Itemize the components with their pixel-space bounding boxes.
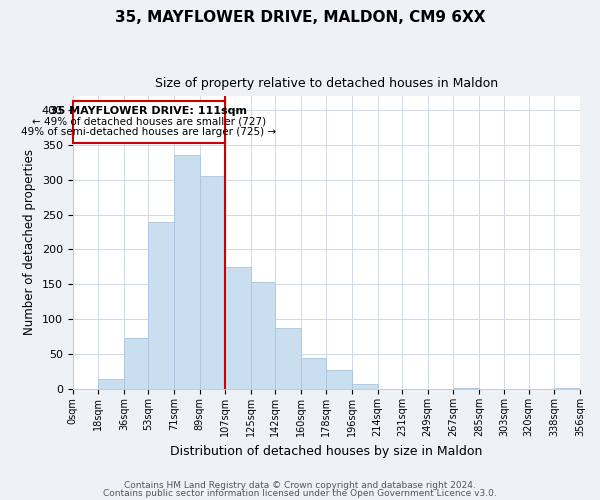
- Text: 35, MAYFLOWER DRIVE, MALDON, CM9 6XX: 35, MAYFLOWER DRIVE, MALDON, CM9 6XX: [115, 10, 485, 25]
- Text: ← 49% of detached houses are smaller (727): ← 49% of detached houses are smaller (72…: [32, 117, 266, 127]
- Bar: [124, 338, 148, 389]
- Bar: [148, 222, 174, 389]
- Title: Size of property relative to detached houses in Maldon: Size of property relative to detached ho…: [155, 78, 498, 90]
- Bar: [453, 388, 479, 389]
- Bar: [352, 384, 377, 389]
- Text: Contains HM Land Registry data © Crown copyright and database right 2024.: Contains HM Land Registry data © Crown c…: [124, 481, 476, 490]
- Text: 35 MAYFLOWER DRIVE: 111sqm: 35 MAYFLOWER DRIVE: 111sqm: [50, 106, 247, 117]
- Bar: [200, 176, 225, 389]
- FancyBboxPatch shape: [73, 100, 225, 144]
- Bar: [251, 282, 275, 389]
- Bar: [275, 328, 301, 389]
- Text: 49% of semi-detached houses are larger (725) →: 49% of semi-detached houses are larger (…: [22, 126, 277, 136]
- Text: Contains public sector information licensed under the Open Government Licence v3: Contains public sector information licen…: [103, 488, 497, 498]
- Bar: [326, 370, 352, 389]
- Bar: [554, 388, 580, 389]
- Bar: [174, 155, 200, 389]
- Y-axis label: Number of detached properties: Number of detached properties: [23, 150, 36, 336]
- Bar: [98, 378, 124, 389]
- Bar: [301, 358, 326, 389]
- Bar: [225, 267, 251, 389]
- X-axis label: Distribution of detached houses by size in Maldon: Distribution of detached houses by size …: [170, 444, 482, 458]
